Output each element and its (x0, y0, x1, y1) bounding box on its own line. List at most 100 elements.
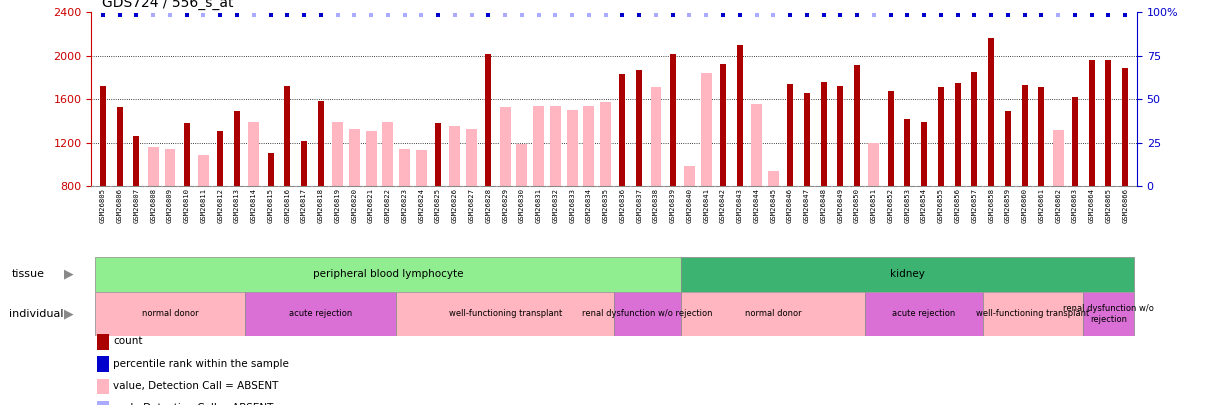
Text: GSM26856: GSM26856 (955, 188, 961, 224)
Text: GSM26850: GSM26850 (854, 188, 860, 224)
Text: normal donor: normal donor (745, 309, 801, 318)
Text: GSM26823: GSM26823 (401, 188, 407, 224)
Bar (95, 292, 246, 336)
Bar (1088, 60, 1094, 186)
Bar (285, 86, 291, 186)
Text: GSM26807: GSM26807 (134, 188, 140, 224)
Text: GSM26816: GSM26816 (285, 188, 291, 224)
Bar (1004, 111, 1010, 186)
Text: GSM26812: GSM26812 (218, 188, 224, 224)
Text: GSM26827: GSM26827 (468, 188, 474, 224)
Text: GSM26841: GSM26841 (703, 188, 709, 224)
Bar (534, 106, 544, 186)
Bar (466, 129, 477, 186)
Bar (366, 131, 377, 186)
Bar (485, 53, 491, 186)
Text: GSM26808: GSM26808 (151, 188, 156, 224)
Text: acute rejection: acute rejection (893, 309, 956, 318)
Bar (922, 122, 927, 186)
Bar (332, 122, 343, 186)
Bar (435, 123, 441, 186)
Bar (584, 106, 595, 186)
Bar (184, 123, 190, 186)
Text: GSM26815: GSM26815 (268, 188, 274, 224)
Bar (164, 149, 175, 186)
Bar (567, 110, 578, 186)
Text: GSM26824: GSM26824 (418, 188, 424, 224)
Bar (767, 171, 778, 186)
Bar (246, 292, 396, 336)
Bar (938, 87, 944, 186)
Bar (248, 122, 259, 186)
Bar (955, 83, 961, 186)
Text: GSM26865: GSM26865 (1105, 188, 1111, 224)
Bar (989, 38, 995, 186)
Text: GSM26854: GSM26854 (922, 188, 927, 224)
Bar (681, 257, 1133, 292)
Bar (685, 166, 694, 186)
Bar (396, 292, 614, 336)
Text: percentile rank within the sample: percentile rank within the sample (113, 359, 289, 369)
Text: GSM26843: GSM26843 (737, 188, 743, 224)
Text: GSM26848: GSM26848 (821, 188, 827, 224)
Text: GSM26805: GSM26805 (100, 188, 106, 224)
Text: GSM26829: GSM26829 (502, 188, 508, 224)
Bar (905, 119, 911, 186)
Bar (302, 141, 306, 186)
Bar (500, 107, 511, 186)
Bar (198, 155, 209, 186)
Text: GSM26863: GSM26863 (1073, 188, 1077, 224)
Text: GSM26842: GSM26842 (720, 188, 726, 224)
Text: acute rejection: acute rejection (289, 309, 353, 318)
Text: GSM26809: GSM26809 (167, 188, 173, 224)
Bar (117, 107, 123, 186)
Text: GSM26845: GSM26845 (770, 188, 776, 224)
Bar (399, 149, 410, 186)
Text: renal dysfunction w/o rejection: renal dysfunction w/o rejection (582, 309, 713, 318)
Text: GSM26855: GSM26855 (938, 188, 944, 224)
Bar (804, 93, 810, 186)
Text: GSM26840: GSM26840 (687, 188, 692, 224)
Text: GSM26819: GSM26819 (334, 188, 340, 224)
Text: GSM26836: GSM26836 (619, 188, 625, 224)
Bar (268, 153, 274, 186)
Bar (972, 72, 978, 186)
Text: GSM26837: GSM26837 (636, 188, 642, 224)
Text: well-functioning transplant: well-functioning transplant (976, 309, 1090, 318)
Bar (233, 111, 240, 186)
Bar (1105, 60, 1111, 186)
Bar (317, 101, 323, 186)
Bar (450, 126, 461, 186)
Text: GSM26852: GSM26852 (888, 188, 894, 224)
Text: rank, Detection Call = ABSENT: rank, Detection Call = ABSENT (113, 403, 274, 405)
Text: normal donor: normal donor (141, 309, 198, 318)
Bar (868, 143, 879, 186)
Text: GSM26814: GSM26814 (250, 188, 257, 224)
Text: GSM26806: GSM26806 (117, 188, 123, 224)
Bar (1053, 130, 1064, 186)
Bar (619, 74, 625, 186)
Text: GSM26858: GSM26858 (989, 188, 995, 224)
Text: GSM26817: GSM26817 (302, 188, 306, 224)
Bar (636, 70, 642, 186)
Bar (416, 150, 427, 186)
Bar (134, 136, 140, 186)
Bar (720, 64, 726, 186)
Text: GSM26825: GSM26825 (435, 188, 441, 224)
Bar (866, 292, 983, 336)
Text: GSM26818: GSM26818 (317, 188, 323, 224)
Bar (838, 86, 844, 186)
Bar (1073, 97, 1077, 186)
Text: GSM26847: GSM26847 (804, 188, 810, 224)
Text: GSM26828: GSM26828 (485, 188, 491, 224)
Text: ▶: ▶ (64, 307, 74, 320)
Bar (681, 292, 866, 336)
Bar (700, 73, 711, 186)
Text: kidney: kidney (890, 269, 925, 279)
Text: GSM26831: GSM26831 (536, 188, 541, 224)
Text: value, Detection Call = ABSENT: value, Detection Call = ABSENT (113, 381, 278, 391)
Bar (349, 129, 360, 186)
Bar (95, 257, 681, 292)
Text: GSM26820: GSM26820 (351, 188, 358, 224)
Text: GSM26849: GSM26849 (838, 188, 844, 224)
